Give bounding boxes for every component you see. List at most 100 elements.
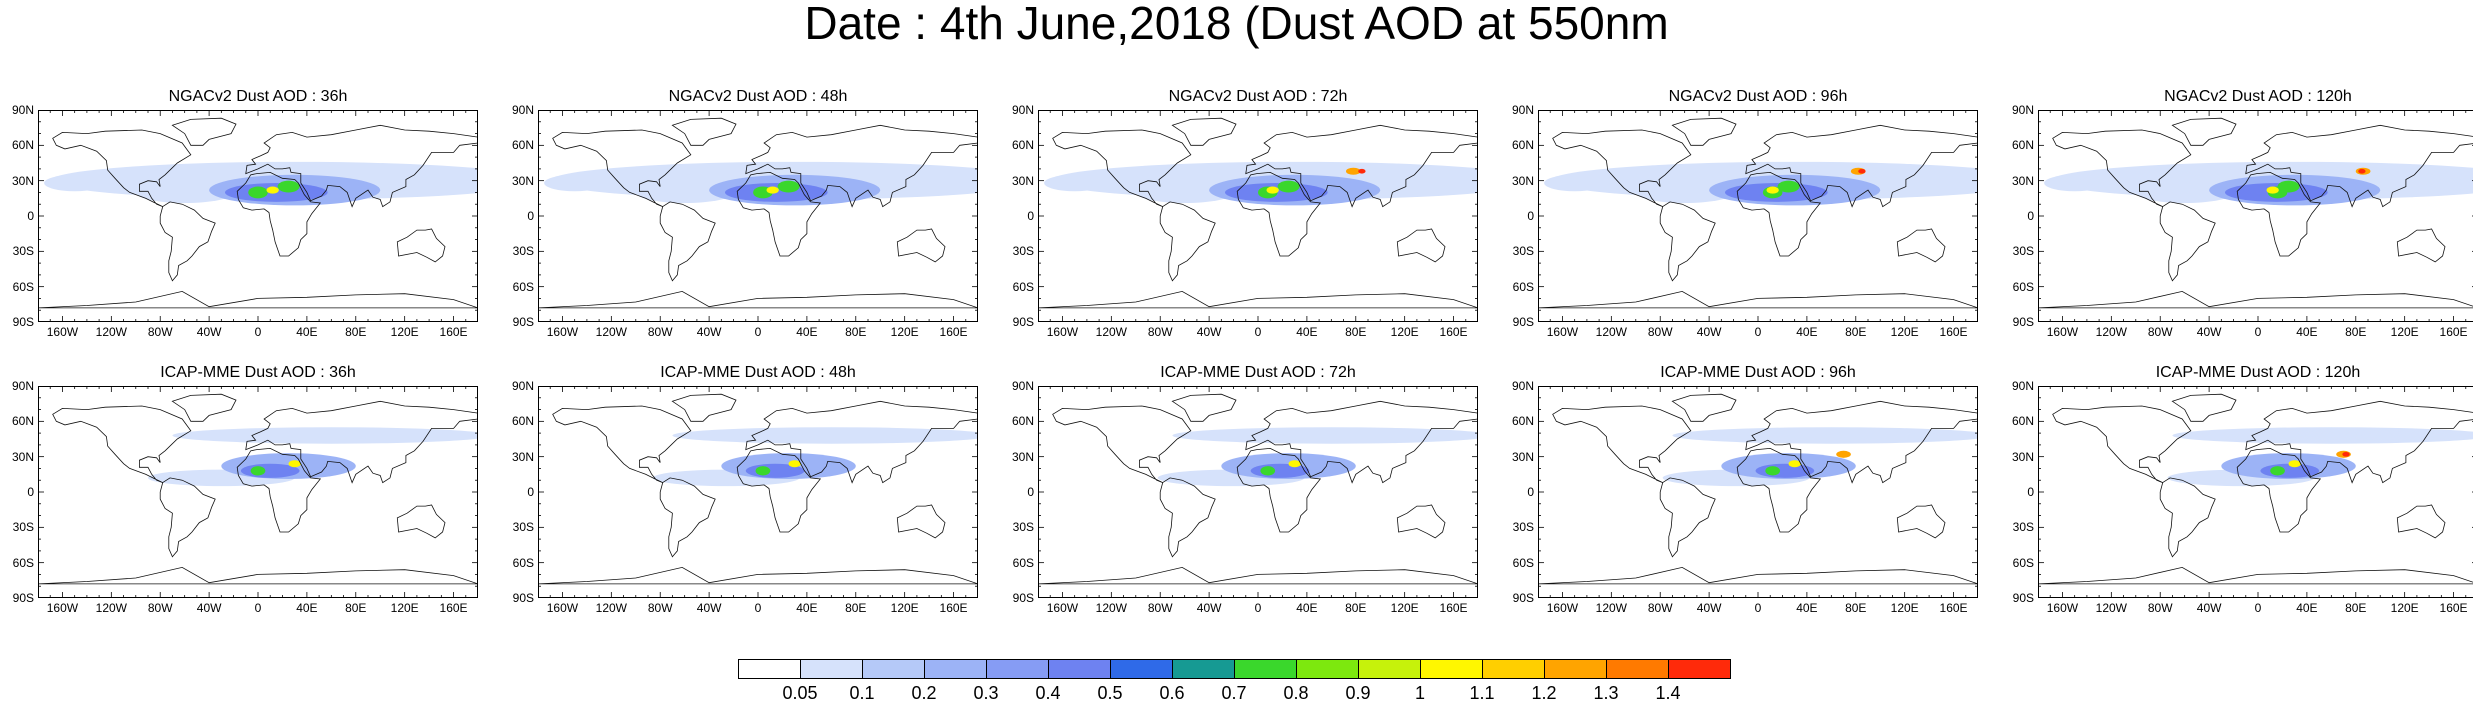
lat-label: 30S bbox=[2008, 245, 2034, 257]
lat-label: 0 bbox=[1508, 486, 1534, 498]
lon-label: 80W bbox=[638, 602, 682, 614]
coastline-samerica bbox=[1660, 478, 1715, 557]
lat-label: 60N bbox=[1008, 415, 1034, 427]
colorbar-swatch bbox=[1048, 659, 1111, 679]
map-frame bbox=[39, 387, 478, 598]
lat-label: 90N bbox=[508, 104, 534, 116]
lon-label: 120E bbox=[383, 326, 427, 338]
coastline-samerica bbox=[2160, 478, 2215, 557]
map-canvas bbox=[1038, 386, 1478, 598]
colorbar-swatch bbox=[862, 659, 925, 679]
lat-label: 60N bbox=[1508, 139, 1534, 151]
lon-label: 40E bbox=[1785, 326, 1829, 338]
dust-aod-region bbox=[2044, 175, 2105, 191]
lat-label: 30S bbox=[508, 245, 534, 257]
lat-label: 60N bbox=[2008, 415, 2034, 427]
panel-title: ICAP-MME Dust AOD : 96h bbox=[1538, 364, 1978, 382]
lat-label: 90S bbox=[1508, 316, 1534, 328]
coastline-greenland bbox=[1172, 394, 1236, 421]
lon-label: 80E bbox=[1834, 326, 1878, 338]
lat-label: 60S bbox=[2008, 281, 2034, 293]
lon-label: 160W bbox=[2040, 326, 2084, 338]
colorbar-swatch bbox=[1544, 659, 1607, 679]
lon-label: 40E bbox=[785, 602, 829, 614]
lat-label: 90N bbox=[1508, 104, 1534, 116]
dust-aod-region bbox=[1858, 169, 1865, 174]
lon-label: 0 bbox=[2236, 602, 2280, 614]
lon-label: 0 bbox=[1236, 326, 1280, 338]
map-frame bbox=[1539, 387, 1978, 598]
lon-label: 40E bbox=[1285, 602, 1329, 614]
coastline-australia bbox=[1897, 229, 1945, 262]
world-map bbox=[1038, 386, 1478, 598]
coastline-samerica bbox=[2160, 202, 2215, 281]
lon-label: 40W bbox=[687, 602, 731, 614]
coastline-greenland bbox=[1672, 118, 1736, 145]
lon-label: 160W bbox=[2040, 602, 2084, 614]
lon-label: 0 bbox=[736, 326, 780, 338]
lat-label: 30S bbox=[508, 521, 534, 533]
lon-label: 160W bbox=[540, 326, 584, 338]
coastline-australia bbox=[897, 229, 945, 262]
lat-label: 30N bbox=[1008, 175, 1034, 187]
lat-label: 90S bbox=[508, 316, 534, 328]
lon-label: 40E bbox=[1785, 602, 1829, 614]
lat-label: 90N bbox=[2008, 104, 2034, 116]
colorbar-swatch bbox=[1296, 659, 1359, 679]
dust-aod-region bbox=[2270, 466, 2285, 475]
lon-label: 120W bbox=[89, 326, 133, 338]
lon-label: 160E bbox=[432, 326, 476, 338]
world-map bbox=[1538, 110, 1978, 322]
colorbar-swatch bbox=[800, 659, 863, 679]
dust-aod-region bbox=[1789, 460, 1801, 467]
lat-label: 60S bbox=[8, 557, 34, 569]
dust-aod-region bbox=[172, 427, 478, 443]
dust-aod-region bbox=[756, 466, 771, 475]
map-canvas bbox=[1538, 386, 1978, 598]
lat-label: 90N bbox=[1508, 380, 1534, 392]
lon-label: 0 bbox=[1736, 326, 1780, 338]
colorbar-swatch bbox=[986, 659, 1049, 679]
panel-title: NGACv2 Dust AOD : 48h bbox=[538, 88, 978, 106]
lat-label: 30N bbox=[8, 175, 34, 187]
world-map bbox=[1038, 110, 1478, 322]
panel-title: NGACv2 Dust AOD : 96h bbox=[1538, 88, 1978, 106]
colorbar-swatch bbox=[1110, 659, 1173, 679]
map-frame bbox=[1039, 111, 1478, 322]
lon-label: 120E bbox=[883, 602, 927, 614]
dust-aod-region bbox=[248, 187, 268, 199]
lat-label: 0 bbox=[1008, 210, 1034, 222]
map-canvas bbox=[2038, 110, 2473, 322]
lon-label: 40W bbox=[187, 326, 231, 338]
panel-title: NGACv2 Dust AOD : 72h bbox=[1038, 88, 1478, 106]
panel-title: NGACv2 Dust AOD : 120h bbox=[2038, 88, 2473, 106]
colorbar-swatch bbox=[738, 659, 801, 679]
coastline-samerica bbox=[160, 202, 215, 281]
lat-label: 60N bbox=[508, 415, 534, 427]
lat-label: 30N bbox=[2008, 175, 2034, 187]
world-map bbox=[1538, 386, 1978, 598]
lat-label: 60S bbox=[508, 557, 534, 569]
world-map bbox=[2038, 386, 2473, 598]
lat-label: 30S bbox=[1008, 521, 1034, 533]
lon-label: 40W bbox=[1187, 326, 1231, 338]
lat-label: 30N bbox=[1508, 175, 1534, 187]
colorbar-swatch bbox=[1668, 659, 1731, 679]
map-frame bbox=[1039, 387, 1478, 598]
coastline-antarctica bbox=[1038, 291, 1478, 308]
lon-label: 40E bbox=[2285, 326, 2329, 338]
lat-label: 0 bbox=[2008, 486, 2034, 498]
lon-label: 120W bbox=[2089, 602, 2133, 614]
coastline-antarctica bbox=[1538, 567, 1978, 584]
lat-label: 30S bbox=[1008, 245, 1034, 257]
lat-label: 60S bbox=[1508, 281, 1534, 293]
lon-label: 80W bbox=[138, 326, 182, 338]
lon-label: 80W bbox=[2138, 602, 2182, 614]
lat-label: 60N bbox=[508, 139, 534, 151]
dust-aod-region bbox=[278, 181, 300, 193]
lon-label: 160E bbox=[1432, 326, 1476, 338]
lon-label: 80W bbox=[1138, 326, 1182, 338]
lon-label: 40W bbox=[687, 326, 731, 338]
